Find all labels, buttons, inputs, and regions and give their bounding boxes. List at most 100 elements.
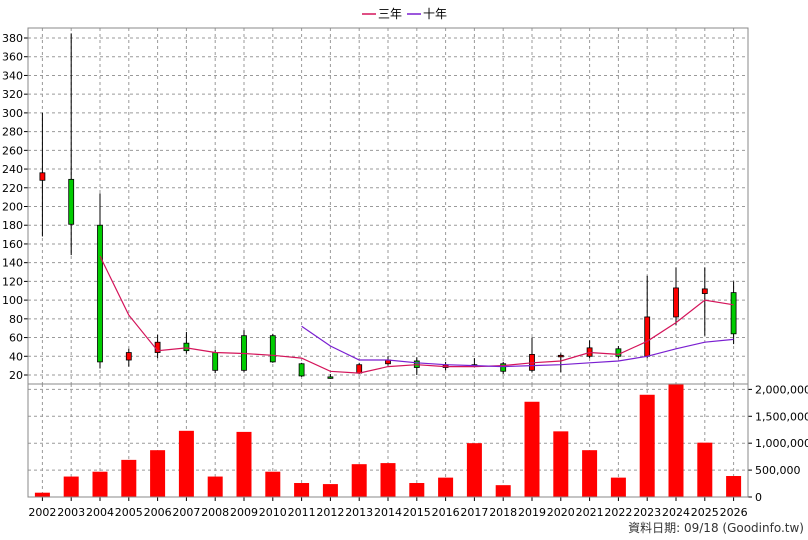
candle-body <box>644 316 651 357</box>
series-line-10yr <box>301 325 734 368</box>
candlestick-2019 <box>529 337 535 373</box>
price-tick-label: 40 <box>9 350 23 363</box>
x-tick-label: 2008 <box>201 506 229 519</box>
price-tick-label: 240 <box>2 163 23 176</box>
volume-bar-2020 <box>553 431 569 497</box>
candle-body <box>356 364 363 374</box>
x-tick-label: 2002 <box>28 506 56 519</box>
candlestick-2005 <box>125 348 132 367</box>
x-tick-label: 2003 <box>57 506 85 519</box>
candle-body <box>298 363 305 377</box>
volume-panel-frame <box>27 383 749 498</box>
x-tick-label: 2025 <box>691 506 719 519</box>
volume-bar-2016 <box>438 477 454 497</box>
volume-bar-2023 <box>639 394 655 497</box>
volume-tick-label: 500,000 <box>755 464 801 477</box>
candlestick-2006 <box>154 334 161 359</box>
x-tick-label: 2013 <box>345 506 373 519</box>
volume-bars <box>34 384 742 497</box>
data-date-footer: 資料日期: 09/18 (Goodinfo.tw) <box>628 521 804 535</box>
candle-body <box>673 287 679 318</box>
volume-bar-2008 <box>207 476 223 497</box>
candlestick-2004 <box>97 193 103 369</box>
x-tick-label: 2021 <box>576 506 604 519</box>
price-tick-label: 120 <box>2 275 23 288</box>
x-tick-label: 2011 <box>288 506 316 519</box>
x-tick-label: 2022 <box>604 506 632 519</box>
volume-tick-label: 2,000,000 <box>755 383 808 396</box>
volume-bar-2010 <box>265 471 281 497</box>
volume-bar-2013 <box>351 464 367 497</box>
volume-y-axis: 0 500,000 1,000,000 1,500,000 2,000,000 <box>748 383 808 504</box>
x-tick-label: 2012 <box>316 506 344 519</box>
candlestick-2023 <box>644 275 651 359</box>
x-tick-label: 2019 <box>518 506 546 519</box>
volume-tick-label: 1,500,000 <box>755 410 808 423</box>
price-tick-label: 160 <box>2 238 23 251</box>
volume-bar-2002 <box>34 492 50 497</box>
volume-bar-2019 <box>524 401 540 497</box>
price-tick-label: 180 <box>2 219 23 232</box>
candlestick-2020 <box>557 353 564 373</box>
x-tick-label: 2018 <box>489 506 517 519</box>
price-tick-label: 60 <box>9 332 23 345</box>
volume-bar-2018 <box>495 485 511 497</box>
candlestick-2025 <box>701 267 708 336</box>
candlestick-2015 <box>413 357 420 375</box>
price-tick-label: 340 <box>2 69 23 82</box>
x-tick-label: 2005 <box>115 506 143 519</box>
volume-bar-2014 <box>380 463 396 497</box>
x-tick-label: 2016 <box>432 506 460 519</box>
x-tick-label: 2014 <box>374 506 402 519</box>
volume-bar-2021 <box>582 450 598 497</box>
candle-body <box>125 352 132 361</box>
candle-body <box>500 363 507 372</box>
volume-bar-2026 <box>726 476 742 497</box>
candlestick-2022 <box>615 345 622 359</box>
x-tick-label: 2015 <box>403 506 431 519</box>
volume-tick-label: 0 <box>755 491 762 504</box>
volume-bar-2011 <box>294 483 310 497</box>
volume-bar-2006 <box>150 450 166 497</box>
price-grid <box>28 28 748 384</box>
candlestick-2026 <box>730 281 737 345</box>
volume-bar-2009 <box>236 431 252 497</box>
candlestick-2008 <box>212 349 219 374</box>
volume-bar-2003 <box>63 476 79 497</box>
candlestick-2018 <box>500 361 507 375</box>
candle-body <box>557 354 564 358</box>
volume-bar-2022 <box>610 477 626 497</box>
price-tick-label: 100 <box>2 294 23 307</box>
price-tick-label: 140 <box>2 257 23 270</box>
price-tick-label: 80 <box>9 313 23 326</box>
price-tick-label: 380 <box>2 32 23 45</box>
legend-label-3yr: 三年 <box>378 7 402 21</box>
candlestick-2002 <box>39 112 46 237</box>
price-y-axis: 20 40 60 80 100 120 140 160 180 200 220 240 260 280 30… <box>2 32 28 382</box>
x-tick-label: 2004 <box>86 506 114 519</box>
candlestick-2009 <box>241 330 247 373</box>
candlestick-2021 <box>586 340 593 359</box>
volume-tick-label: 1,000,000 <box>755 437 808 450</box>
candle-body <box>183 342 190 352</box>
price-tick-label: 300 <box>2 107 23 120</box>
x-tick-label: 2020 <box>547 506 575 519</box>
volume-bar-2005 <box>121 459 137 497</box>
candle-body <box>269 335 276 363</box>
candle-body <box>97 224 103 363</box>
candlestick-2024 <box>673 267 679 326</box>
price-tick-label: 220 <box>2 182 23 195</box>
x-tick-label: 2009 <box>230 506 258 519</box>
candlestick-2014 <box>385 356 391 366</box>
candle-body <box>730 292 737 335</box>
x-tick-label: 2010 <box>259 506 287 519</box>
volume-bar-2025 <box>697 442 713 497</box>
x-tick-label: 2024 <box>662 506 690 519</box>
x-tick-label: 2017 <box>460 506 488 519</box>
series-line-3yr <box>99 255 734 374</box>
volume-bar-2015 <box>409 483 425 497</box>
volume-bar-2012 <box>322 484 338 497</box>
x-tick-label: 2026 <box>720 506 748 519</box>
candlestick-2007 <box>183 331 190 354</box>
price-tick-label: 320 <box>2 88 23 101</box>
